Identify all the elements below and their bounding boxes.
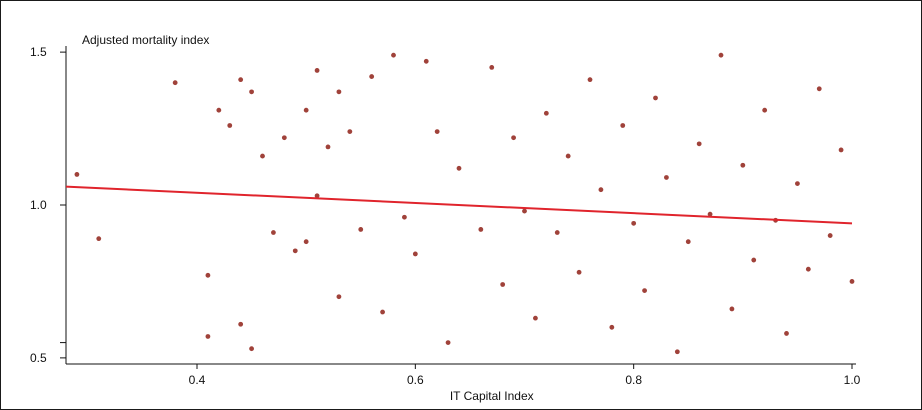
data-point [489, 65, 495, 70]
data-point [805, 266, 811, 272]
data-point [795, 181, 800, 186]
data-point [369, 74, 375, 79]
data-point [500, 282, 506, 287]
data-point [565, 153, 571, 159]
data-points [74, 52, 855, 355]
data-point [271, 230, 276, 235]
data-point [631, 220, 637, 226]
y-tick-label: 0.5 [30, 351, 47, 365]
x-tick-label: 0.8 [625, 373, 642, 387]
data-point [642, 288, 647, 294]
data-point [707, 211, 713, 217]
data-point [238, 321, 244, 327]
data-point [205, 334, 211, 339]
data-point [314, 193, 320, 199]
data-point [380, 309, 385, 315]
data-point [849, 279, 855, 284]
data-point [620, 123, 626, 128]
data-point [172, 80, 178, 86]
data-point [729, 306, 735, 312]
data-point [96, 236, 102, 242]
data-point [336, 89, 342, 95]
data-point [260, 153, 265, 159]
data-point [402, 214, 407, 220]
data-point [533, 315, 538, 321]
x-tick-label: 0.6 [407, 373, 424, 387]
data-point [347, 129, 353, 135]
data-point [456, 165, 462, 171]
trend-line [65, 185, 853, 225]
data-point [696, 141, 702, 147]
data-point [740, 162, 746, 168]
data-point [303, 239, 309, 245]
data-point [478, 227, 484, 232]
data-point [358, 227, 364, 232]
data-point [609, 324, 615, 330]
data-point [391, 52, 396, 58]
data-point [827, 233, 833, 238]
data-point [718, 52, 724, 58]
data-point [816, 86, 822, 92]
data-point [445, 340, 451, 345]
data-point [554, 230, 560, 235]
data-point [336, 294, 342, 300]
data-point [511, 135, 516, 141]
data-point [314, 68, 320, 73]
data-point [653, 95, 658, 101]
data-point [216, 107, 222, 113]
data-point [412, 251, 418, 257]
data-point [543, 110, 549, 116]
data-point [838, 147, 844, 153]
data-point [587, 77, 593, 83]
data-point [423, 58, 429, 64]
data-point [74, 172, 80, 177]
data-point [576, 269, 582, 275]
data-point [674, 349, 680, 355]
x-axis-ticks: 0.4 0.6 0.8 1.0 [189, 364, 861, 387]
data-point [685, 239, 691, 245]
x-tick-label: 0.4 [189, 373, 206, 387]
y-axis-title: Adjusted mortality index [82, 33, 209, 47]
x-axis-title: IT Capital Index [450, 389, 534, 403]
data-point [784, 331, 789, 336]
y-tick-label: 1.0 [30, 198, 47, 212]
y-tick-label: 1.5 [30, 45, 47, 59]
data-point [325, 144, 331, 150]
data-point [249, 89, 254, 95]
data-point [303, 107, 309, 113]
data-point [292, 248, 298, 254]
data-point [238, 77, 244, 83]
y-axis-ticks: 0.5 1.0 1.5 [30, 45, 66, 365]
data-point [598, 187, 604, 193]
data-point [281, 135, 287, 141]
x-tick-label: 1.0 [844, 373, 861, 387]
data-point [434, 129, 440, 135]
data-point [664, 175, 669, 180]
data-point [522, 208, 527, 214]
data-point [205, 272, 211, 278]
data-point [762, 107, 768, 113]
data-point [249, 346, 254, 352]
data-point [751, 257, 757, 263]
data-point [227, 123, 233, 128]
